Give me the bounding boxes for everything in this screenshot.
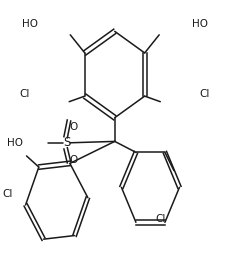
Text: S: S bbox=[63, 136, 70, 149]
Text: Cl: Cl bbox=[155, 214, 165, 224]
Text: O: O bbox=[69, 122, 78, 132]
Text: Cl: Cl bbox=[3, 189, 13, 199]
Text: O: O bbox=[69, 155, 78, 165]
Text: HO: HO bbox=[7, 138, 23, 148]
Text: HO: HO bbox=[192, 19, 208, 29]
Text: HO: HO bbox=[22, 19, 38, 29]
Text: Cl: Cl bbox=[20, 89, 30, 99]
Text: Cl: Cl bbox=[200, 89, 210, 99]
